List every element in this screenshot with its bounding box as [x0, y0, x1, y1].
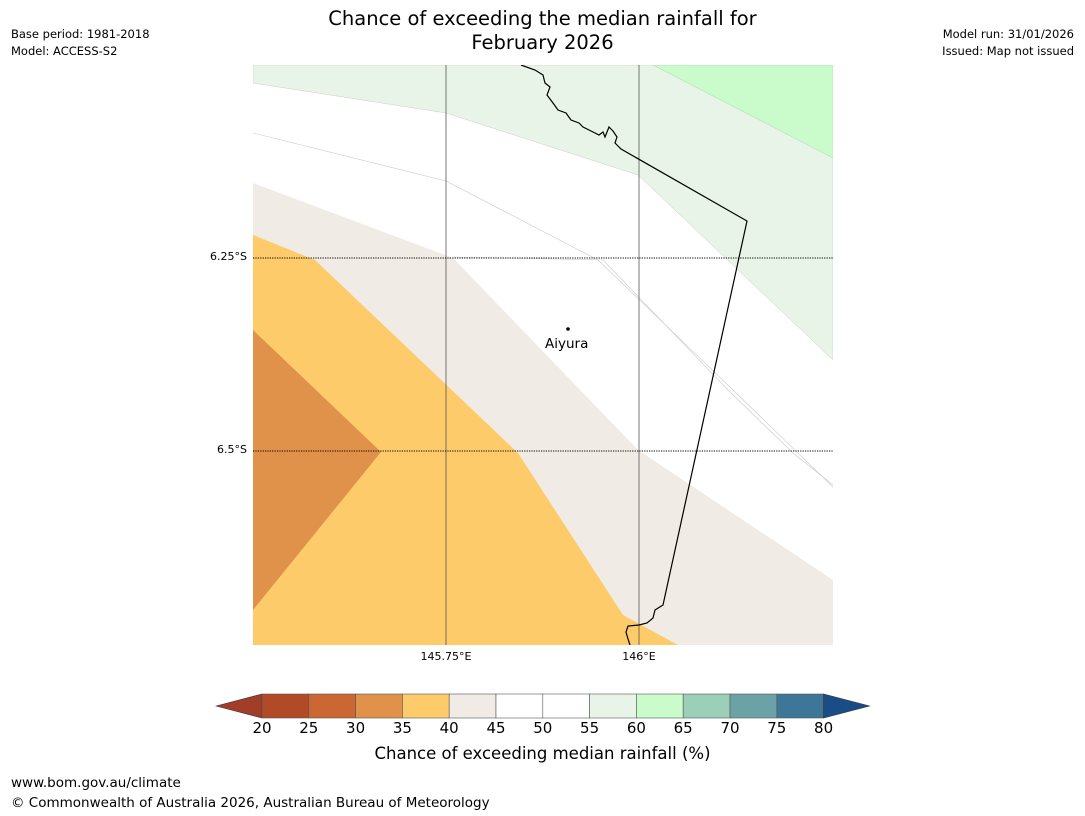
zone-35-40: [253, 235, 678, 645]
model-run: Model run: 31/01/2026: [942, 27, 1074, 41]
zone-25-30: [253, 330, 381, 610]
colorbar-tick-label: 60: [626, 719, 646, 737]
colorbar-tick-label: 45: [486, 719, 506, 737]
colorbar-segment: [495, 693, 544, 719]
colorbar-tick-label: 35: [392, 719, 412, 737]
lon-label-146: 146°E: [622, 650, 656, 663]
colorbar-tick-label: 80: [814, 719, 834, 737]
colorbar-tick-label: 75: [767, 719, 787, 737]
colorbar-segment: [682, 693, 731, 719]
footer-copyright: © Commonwealth of Australia 2026, Austra…: [11, 795, 490, 811]
colorbar-tick-label: 25: [299, 719, 319, 737]
title-line-2: February 2026: [471, 31, 614, 54]
colorbar-segment: [355, 693, 403, 719]
location-dot-icon: [566, 327, 570, 331]
metadata-left: Base period: 1981-2018 Model: ACCESS-S2: [11, 26, 150, 60]
metadata-right: Model run: 31/01/2026 Issued: Map not is…: [942, 26, 1074, 60]
colorbar-tick-label: 30: [346, 719, 366, 737]
colorbar-tick-label: 50: [533, 719, 553, 737]
zone-60-65: [652, 65, 833, 159]
colorbar-tick-label: 40: [439, 719, 459, 737]
base-period: Base period: 1981-2018: [11, 27, 150, 41]
title-line-1: Chance of exceeding the median rainfall …: [328, 7, 757, 30]
colorbar-tick-label: 65: [673, 719, 693, 737]
model-name: Model: ACCESS-S2: [11, 44, 118, 58]
colorbar-segment: [261, 693, 310, 719]
colorbar: [215, 693, 871, 719]
contour-line: [452, 256, 833, 486]
country-border: [520, 65, 748, 645]
issued-status: Issued: Map not issued: [942, 44, 1074, 58]
footer-url[interactable]: www.bom.gov.au/climate: [11, 775, 181, 791]
colorbar-tick-label: 20: [252, 719, 272, 737]
place-label: Aiyura: [545, 336, 589, 352]
colorbar-title: Chance of exceeding median rainfall (%): [374, 744, 711, 763]
colorbar-segment: [636, 693, 684, 719]
colorbar-segment: [542, 693, 590, 719]
colorbar-tick-label: 55: [580, 719, 600, 737]
colorbar-segment: [729, 693, 778, 719]
forecast-map: [253, 65, 833, 645]
zone-55-60: [253, 65, 833, 361]
colorbar-tick-label: 70: [720, 719, 740, 737]
lat-label-6-25: 6.25°S: [210, 250, 247, 263]
map-title: Chance of exceeding the median rainfall …: [200, 7, 885, 55]
colorbar-segment: [448, 693, 497, 719]
lon-label-145-75: 145.75°E: [420, 650, 472, 663]
colorbar-over-arrow: [823, 693, 871, 719]
colorbar-segment: [589, 693, 637, 719]
colorbar-segment: [308, 693, 356, 719]
lat-label-6-5: 6.5°S: [217, 443, 247, 456]
colorbar-under-arrow: [215, 693, 263, 719]
colorbar-segment: [776, 693, 824, 719]
colorbar-segment: [402, 693, 450, 719]
